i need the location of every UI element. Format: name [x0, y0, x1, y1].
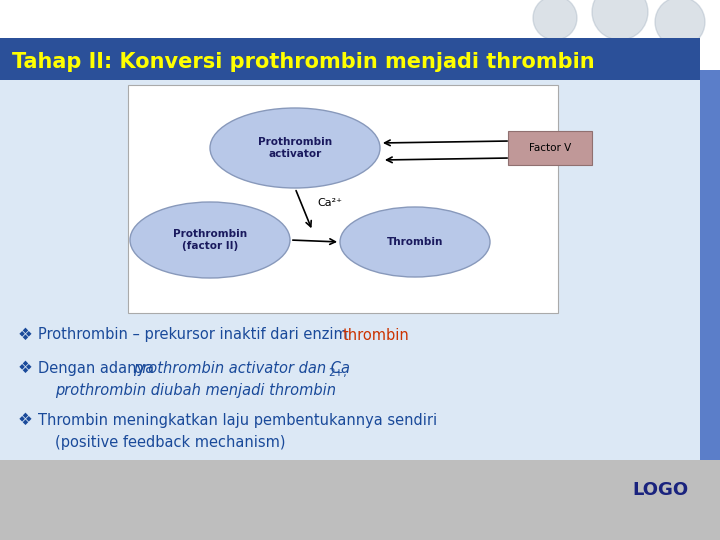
FancyBboxPatch shape [128, 85, 558, 313]
Text: Factor V: Factor V [529, 143, 571, 153]
Text: Dengan adanya: Dengan adanya [38, 361, 158, 375]
Text: ❖: ❖ [18, 359, 33, 377]
FancyBboxPatch shape [0, 460, 720, 540]
Text: Prothrombin – prekursor inaktif dari enzim: Prothrombin – prekursor inaktif dari enz… [38, 327, 352, 342]
FancyBboxPatch shape [700, 70, 720, 460]
Text: Thrombin: Thrombin [387, 237, 444, 247]
Text: Prothrombin
(factor II): Prothrombin (factor II) [173, 229, 247, 251]
Text: 2+,: 2+, [328, 368, 346, 378]
Text: Ca²⁺: Ca²⁺ [318, 198, 343, 208]
Text: prothrombin activator dan Ca: prothrombin activator dan Ca [133, 361, 350, 375]
FancyBboxPatch shape [0, 38, 700, 80]
Ellipse shape [130, 202, 290, 278]
Text: Tahap II: Konversi prothrombin menjadi thrombin: Tahap II: Konversi prothrombin menjadi t… [12, 52, 595, 72]
Text: prothrombin diubah menjadi thrombin: prothrombin diubah menjadi thrombin [55, 382, 336, 397]
Ellipse shape [340, 207, 490, 277]
Text: ❖: ❖ [18, 411, 33, 429]
Text: ❖: ❖ [18, 326, 33, 344]
Circle shape [592, 0, 648, 40]
Text: Prothrombin
activator: Prothrombin activator [258, 137, 332, 159]
FancyBboxPatch shape [0, 70, 700, 460]
Circle shape [655, 0, 705, 47]
Ellipse shape [210, 108, 380, 188]
Text: (positive feedback mechanism): (positive feedback mechanism) [55, 435, 286, 449]
Text: Thrombin meningkatkan laju pembentukannya sendiri: Thrombin meningkatkan laju pembentukanny… [38, 413, 437, 428]
Text: LOGO: LOGO [632, 481, 688, 499]
FancyBboxPatch shape [508, 131, 592, 165]
Text: thrombin: thrombin [343, 327, 410, 342]
Circle shape [533, 0, 577, 40]
